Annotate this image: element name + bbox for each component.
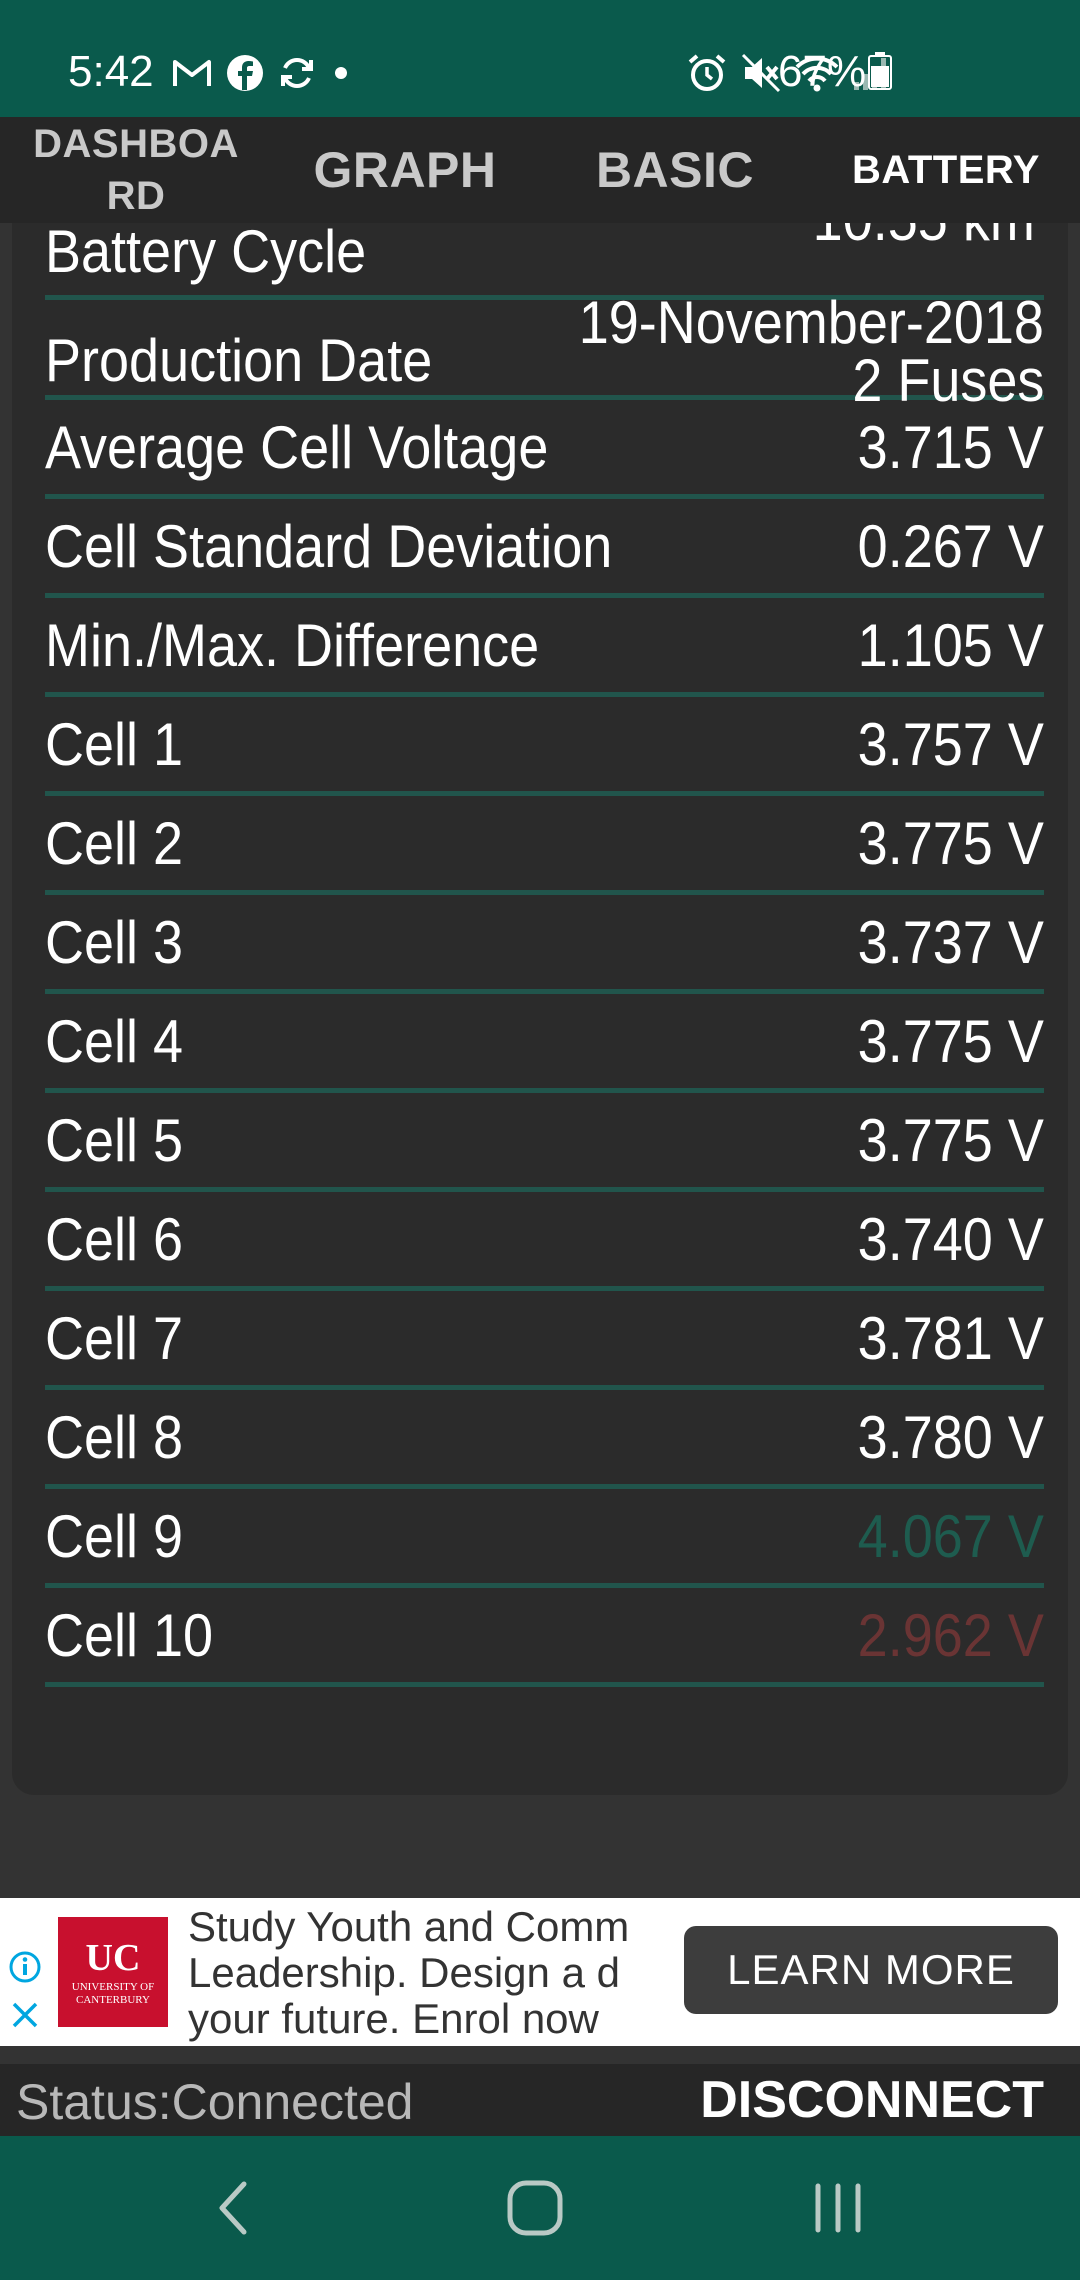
tab-dashboard[interactable]: DASHBOARD [24,117,248,223]
sync-icon [281,58,313,88]
row-value: 3.740 V [857,1206,1044,1273]
battery-data-row: Cell 8 3.780 V [45,1390,1044,1489]
row-label: Battery Cycle [45,223,367,285]
row-label: Cell 5 [45,1107,184,1174]
row-value: 3.715 V [857,414,1044,481]
row-label: Cell 2 [45,810,184,877]
row-label: Cell 7 [45,1305,184,1372]
battery-cycle-row: Battery Cycle [45,223,1044,300]
partial-value-text: 10.55 km [813,223,1035,254]
disconnect-button[interactable]: DISCONNECT [700,2071,1044,2129]
row-value: 1.105 V [857,612,1044,679]
ad-logo-subtext: UNIVERSITY OF CANTERBURY [71,1981,155,2006]
row-label: Cell 3 [45,909,184,976]
battery-data-row: Cell 6 3.740 V [45,1192,1044,1291]
alarm-icon [688,54,726,91]
row-label: Production Date [45,327,433,394]
facebook-icon [227,55,263,91]
tab-battery[interactable]: BATTERY [836,117,1056,223]
row-value: 4.067 V [857,1503,1044,1570]
row-label: Cell Standard Deviation [45,513,613,580]
home-icon[interactable] [505,2178,565,2238]
battery-data-row: Min./Max. Difference 1.105 V [45,598,1044,697]
tab-label: GRAPH [313,142,497,198]
battery-data-row: Cell Standard Deviation 0.267 V [45,499,1044,598]
ad-logo: UC UNIVERSITY OF CANTERBURY [58,1917,168,2027]
row-value-secondary: 2 Fuses [851,347,1044,414]
battery-data-row: Cell 5 3.775 V [45,1093,1044,1192]
system-icons [686,48,890,98]
notification-icons [172,48,352,98]
battery-data-row: Cell 10 2.962 V [45,1588,1044,1687]
system-status-bar: 5:42 [0,0,1080,117]
connection-status: Status:Connected [16,2074,414,2130]
row-value: 3.757 V [857,711,1044,778]
battery-info-card: 10.55 km Battery Cycle Production Date 1… [12,223,1068,1795]
row-label: Cell 8 [45,1404,184,1471]
battery-data-row: Average Cell Voltage 3.715 V [45,400,1044,499]
ad-logo-text: UC [85,1937,141,1979]
production-date-row: Production Date 19-November-2018 2 Fuses [45,289,1044,414]
learn-more-button[interactable]: LEARN MORE [684,1926,1058,2014]
status-time: 5:42 [68,47,154,96]
tab-basic[interactable]: BASIC [540,117,810,223]
row-label: Cell 9 [45,1503,184,1570]
battery-data-row: Cell 9 4.067 V [45,1489,1044,1588]
row-label: Cell 10 [45,1602,214,1669]
row-value: 0.267 V [857,513,1044,580]
battery-data-row: Cell 3 3.737 V [45,895,1044,994]
back-icon[interactable] [208,2178,258,2238]
tab-label: BATTERY [852,148,1040,192]
battery-data-row: Cell 7 3.781 V [45,1291,1044,1390]
row-value: 3.775 V [857,1008,1044,1075]
close-icon[interactable] [8,1998,42,2032]
tab-bar: DASHBOARD GRAPH BASIC BATTERY [0,117,1080,223]
mute-icon [741,53,781,93]
gmail-icon [173,60,211,86]
row-value: 3.775 V [857,1107,1044,1174]
recents-icon[interactable] [808,2178,868,2238]
dot-icon [335,67,347,79]
wifi-icon [795,56,839,92]
battery-data-row: Cell 4 3.775 V [45,994,1044,1093]
row-value: 3.775 V [857,810,1044,877]
battery-data-row: Cell 2 3.775 V [45,796,1044,895]
tab-graph[interactable]: GRAPH [270,117,540,223]
info-icon[interactable] [8,1950,42,1984]
row-label: Cell 4 [45,1008,184,1075]
row-label: Average Cell Voltage [45,414,549,481]
row-label: Min./Max. Difference [45,612,540,679]
tab-label: DASHBOARD [33,122,239,218]
connection-bar: Status:Connected DISCONNECT [0,2064,1080,2136]
row-value: 19-November-2018 [578,289,1044,356]
ad-line: your future. Enrol now [188,1995,599,2042]
battery-data-row: Cell 1 3.757 V [45,697,1044,796]
ad-text: Study Youth and Comm Leadership. Design … [188,1904,640,2044]
ad-line: Leadership. Design a d [188,1949,620,1996]
navigation-bar [0,2136,1080,2280]
battery-icon [868,52,892,90]
ad-line: Study Youth and Comm [188,1904,630,1950]
row-value: 3.781 V [857,1305,1044,1372]
battery-percentage: 67% [778,47,867,96]
row-value: 3.780 V [857,1404,1044,1471]
row-label: Cell 6 [45,1206,184,1273]
row-value: 2.962 V [857,1602,1044,1669]
ad-banner[interactable]: UC UNIVERSITY OF CANTERBURY Study Youth … [0,1898,1080,2046]
tab-label: BASIC [595,142,755,198]
row-value: 3.737 V [857,909,1044,976]
row-label: Cell 1 [45,711,184,778]
